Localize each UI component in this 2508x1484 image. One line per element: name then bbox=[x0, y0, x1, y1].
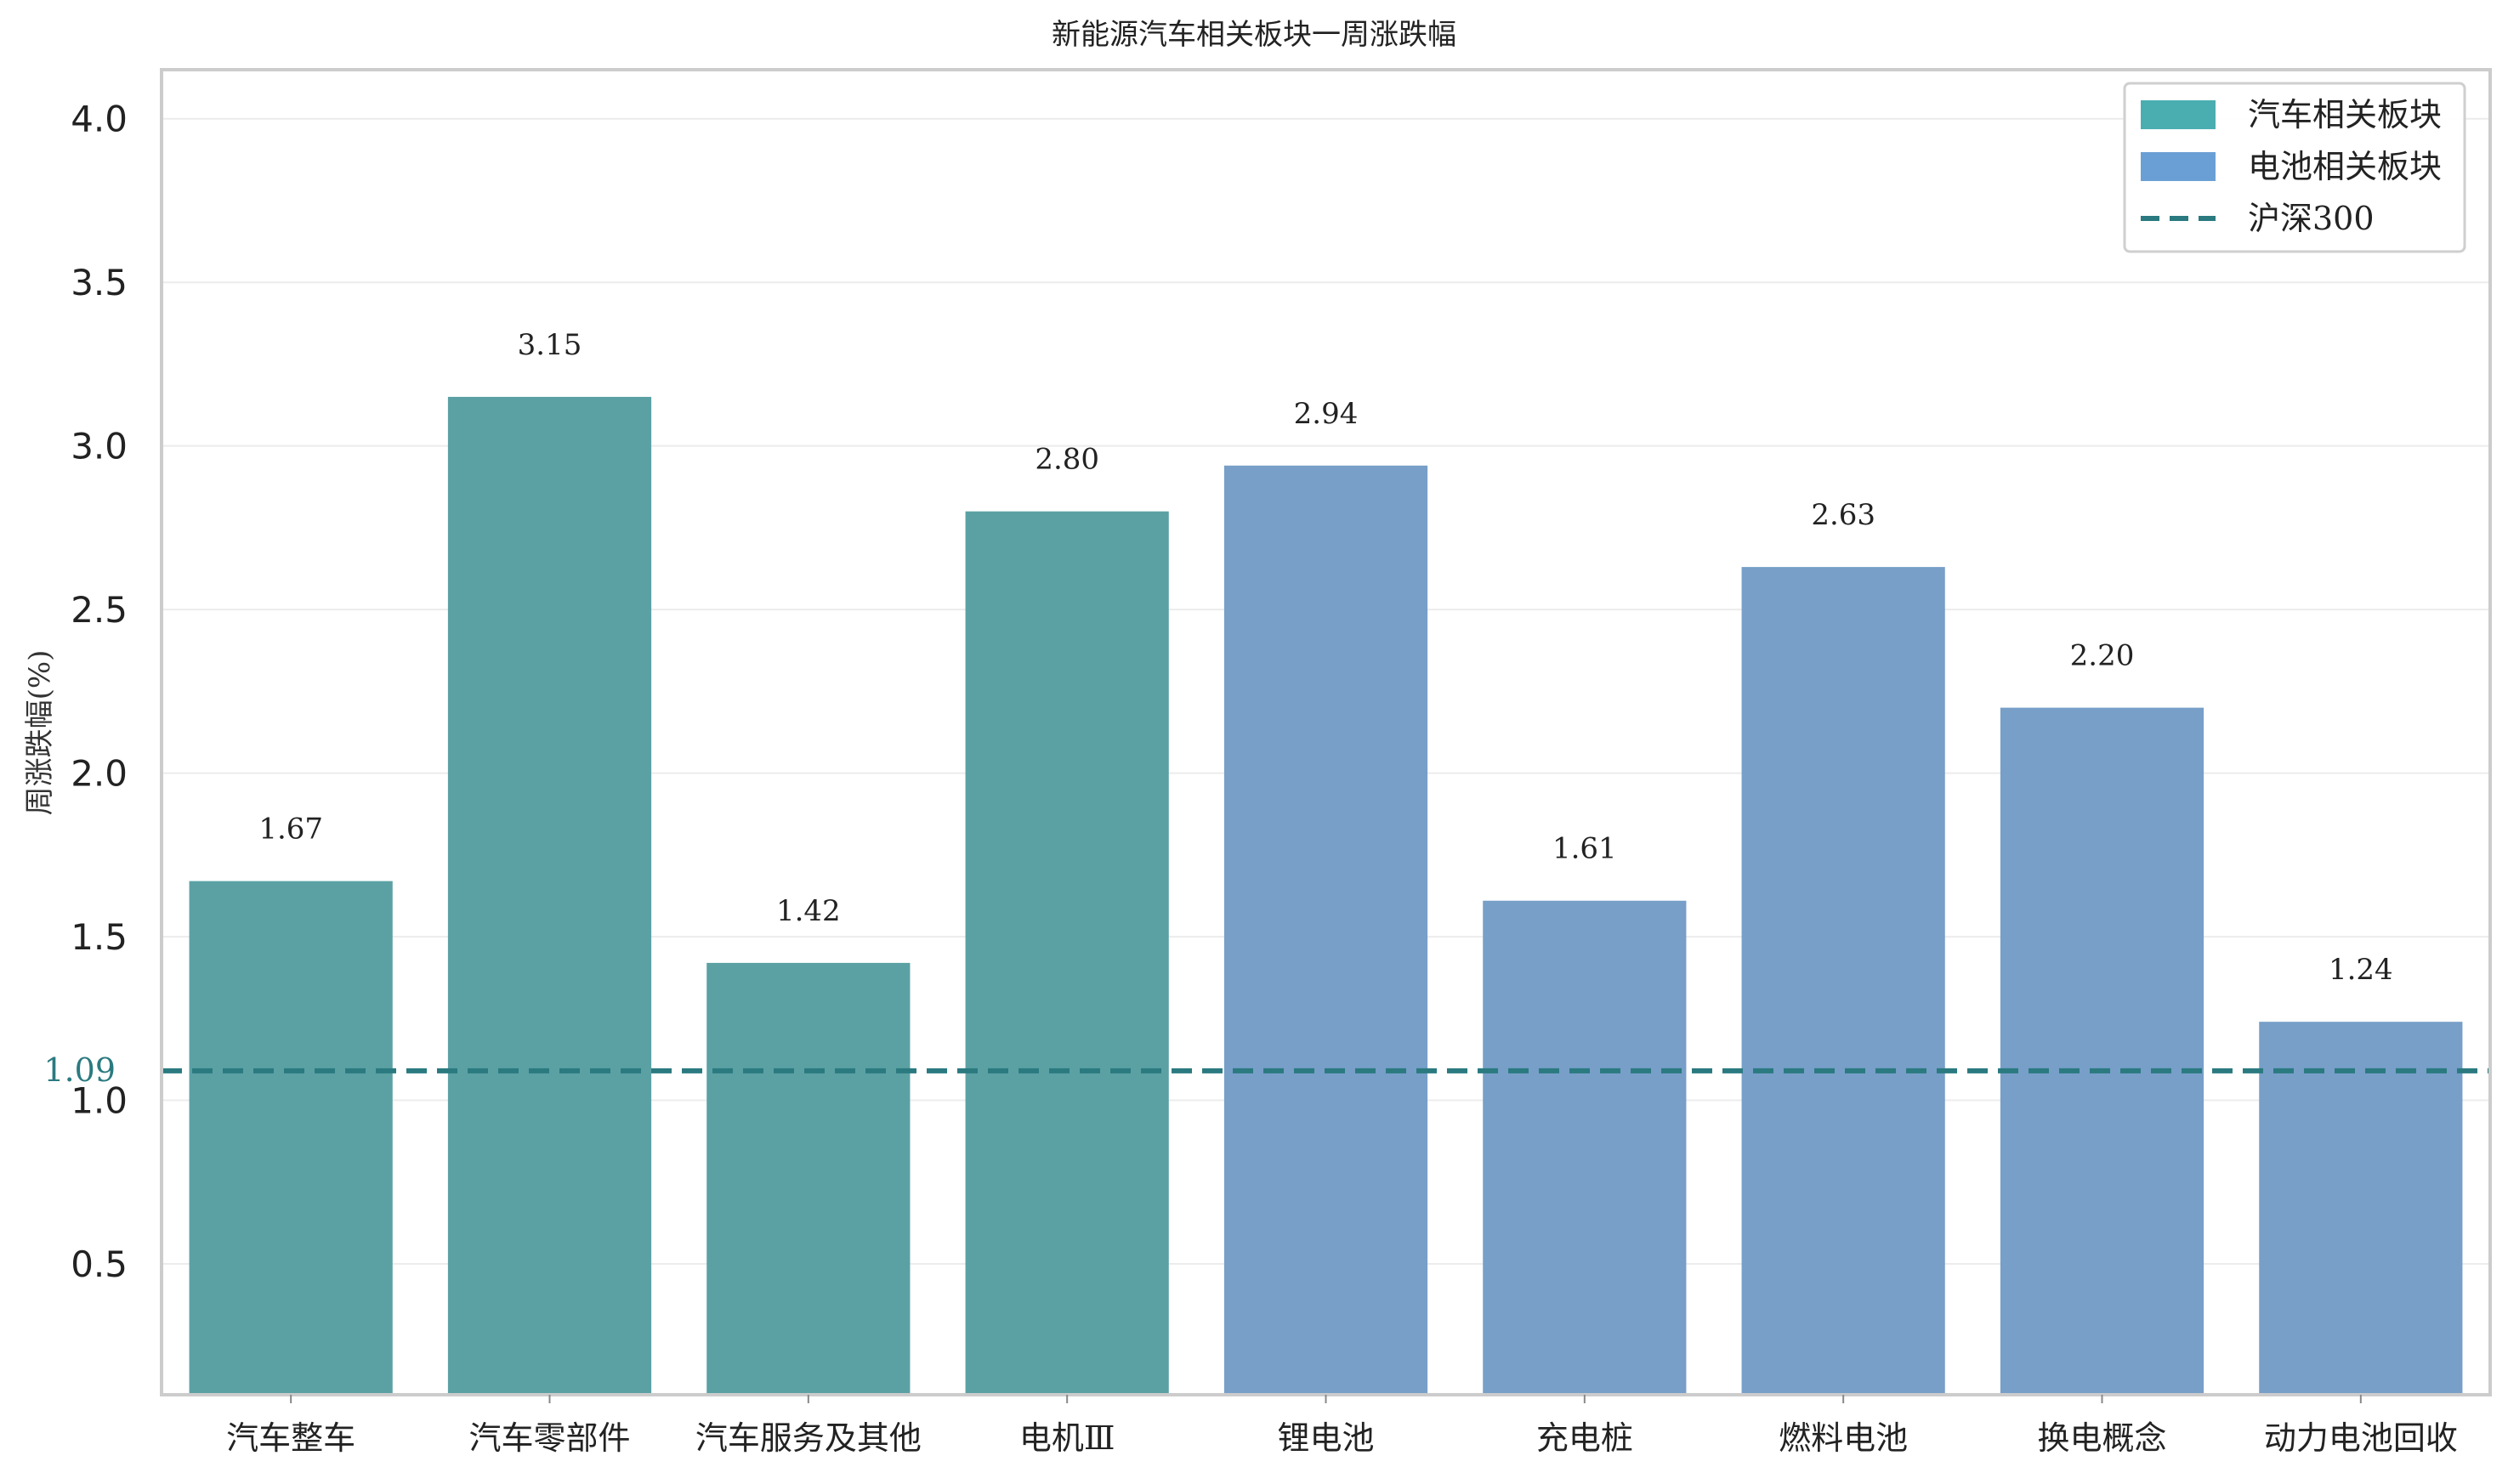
bar-value-label: 2.20 bbox=[2070, 639, 2135, 673]
reference-line-label: 1.09 bbox=[43, 1051, 116, 1089]
x-tick-label: 汽车服务及其他 bbox=[695, 1419, 922, 1457]
x-tick-label: 锂电池 bbox=[1277, 1419, 1374, 1457]
bar bbox=[965, 511, 1169, 1395]
bars bbox=[189, 396, 2463, 1396]
x-tick-label: 汽车零部件 bbox=[468, 1419, 630, 1457]
y-tick-label: 0.5 bbox=[71, 1243, 128, 1285]
legend-label: 电池相关板块 bbox=[2248, 148, 2442, 185]
bar-value-label: 1.42 bbox=[776, 894, 841, 928]
bar bbox=[447, 396, 652, 1396]
bar-value-label: 1.24 bbox=[2329, 953, 2393, 987]
legend-label: 汽车相关板块 bbox=[2248, 96, 2442, 133]
chart-title: 新能源汽车相关板块一周涨跌幅 bbox=[1052, 18, 1456, 52]
bar bbox=[189, 881, 393, 1395]
legend-swatch bbox=[2141, 100, 2216, 129]
y-tick-label: 1.5 bbox=[71, 916, 128, 958]
y-tick-label: 1.0 bbox=[71, 1080, 128, 1122]
bar bbox=[2000, 707, 2204, 1395]
legend-label: 沪深300 bbox=[2248, 200, 2375, 237]
x-tick-label: 电机Ⅲ bbox=[1019, 1419, 1115, 1457]
bar-value-label: 2.80 bbox=[1035, 443, 1099, 477]
y-tick-label: 2.5 bbox=[71, 589, 128, 631]
x-tick-label: 充电桩 bbox=[1536, 1419, 1633, 1457]
x-tick-label: 动力电池回收 bbox=[2264, 1419, 2458, 1457]
bar-value-label: 3.15 bbox=[518, 328, 582, 362]
x-tick-label: 汽车整车 bbox=[226, 1419, 355, 1457]
y-axis-ticks: 0.5 1.0 1.5 2.0 2.5 3.0 3.5 4.0 bbox=[71, 99, 128, 1285]
y-axis-label: 周涨跌幅(%) bbox=[23, 650, 57, 816]
bar-value-label: 2.94 bbox=[1294, 397, 1359, 431]
y-tick-label: 3.0 bbox=[71, 426, 128, 467]
bar bbox=[2259, 1022, 2463, 1395]
legend-swatch bbox=[2141, 152, 2216, 181]
y-tick-label: 2.0 bbox=[71, 753, 128, 795]
bar bbox=[1223, 465, 1428, 1395]
bar bbox=[1483, 900, 1687, 1395]
reference-line-group: 1.09 bbox=[43, 1051, 2490, 1089]
bar-value-label: 1.61 bbox=[1552, 832, 1617, 866]
y-tick-label: 4.0 bbox=[71, 99, 128, 140]
x-axis-ticks: 汽车整车 汽车零部件 汽车服务及其他 电机Ⅲ 锂电池 充电桩 燃料电池 换电概念 动力电池回收 bbox=[226, 1395, 2458, 1457]
value-labels: 1.67 3.15 1.42 2.80 2.94 1.61 2.63 2.20 1.24 bbox=[258, 328, 2392, 987]
x-tick-label: 换电概念 bbox=[2037, 1419, 2166, 1457]
x-tick-label: 燃料电池 bbox=[1779, 1419, 1908, 1457]
bar bbox=[1741, 567, 1945, 1395]
y-tick-label: 3.5 bbox=[71, 262, 128, 303]
bar-value-label: 2.63 bbox=[1811, 498, 1875, 532]
bar-value-label: 1.67 bbox=[258, 813, 323, 847]
bar bbox=[706, 962, 911, 1395]
